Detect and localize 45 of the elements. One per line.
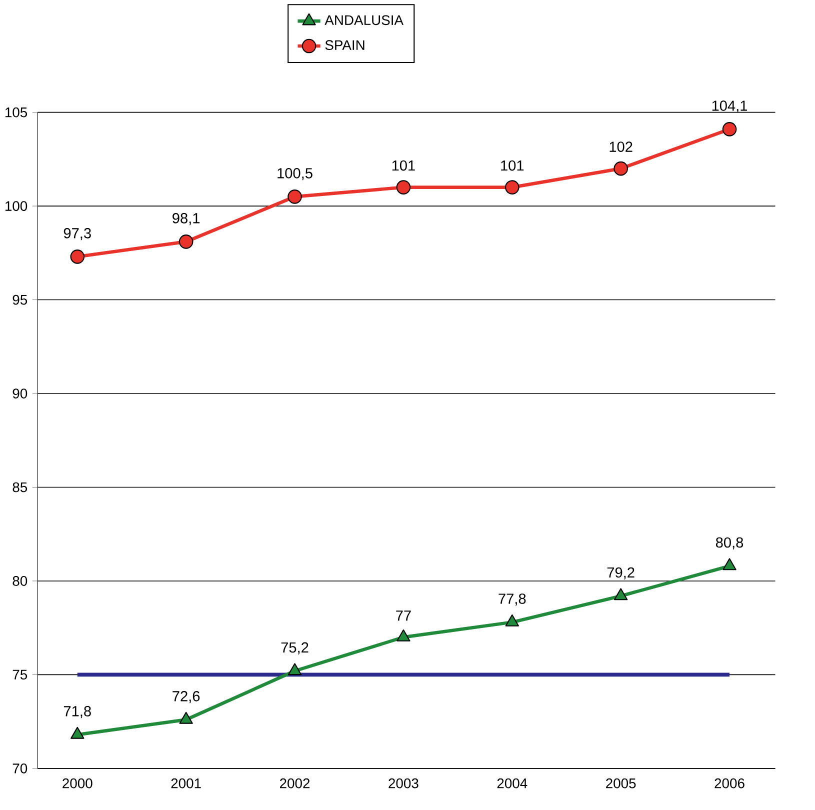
- x-tick-label: 2001: [171, 778, 201, 788]
- point: [614, 588, 628, 600]
- x-tick-label: 2004: [497, 778, 528, 788]
- point: [288, 663, 302, 676]
- data-label: 79,2: [607, 567, 634, 580]
- data-label: 77,8: [498, 593, 526, 606]
- data-label: 80,8: [716, 537, 744, 550]
- y-tick-label: 95: [12, 294, 28, 305]
- data-label: 97,3: [64, 228, 91, 240]
- data-label: 75,2: [281, 642, 308, 654]
- y-tick-label: 90: [12, 388, 28, 398]
- legend-label: ANDALUSIA: [324, 15, 404, 25]
- point: [70, 249, 85, 264]
- point: [504, 180, 520, 194]
- data-label: 101: [501, 160, 524, 171]
- point: [396, 629, 410, 642]
- data-label: 71,8: [64, 706, 91, 718]
- y-tick-label: 70: [12, 763, 28, 774]
- y-tick-label: 100: [5, 201, 28, 211]
- data-label: 72,6: [172, 690, 200, 703]
- data-label: 101: [392, 160, 415, 171]
- y-tick-label: 85: [12, 482, 28, 492]
- x-tick-label: 2003: [388, 778, 418, 788]
- data-label: 77: [396, 610, 411, 621]
- y-tick-label: 105: [5, 107, 28, 118]
- point: [722, 558, 736, 570]
- y-tick-label: 75: [12, 670, 28, 680]
- point: [70, 726, 84, 739]
- x-tick-label: 2002: [280, 778, 310, 788]
- point: [505, 614, 519, 626]
- x-tick-label: 2000: [62, 778, 92, 788]
- point: [288, 189, 302, 204]
- point: [722, 122, 737, 136]
- data-label: 100,5: [278, 168, 312, 180]
- legend-label: SPAIN: [325, 40, 364, 50]
- data-label: 104,1: [712, 100, 748, 113]
- point: [396, 180, 411, 194]
- data-label: 102: [610, 142, 632, 152]
- x-tick-label: 2005: [606, 778, 636, 788]
- y-tick-label: 80: [12, 576, 28, 586]
- x-tick-label: 2006: [714, 778, 744, 788]
- data-label: 98,1: [172, 212, 200, 225]
- point: [614, 161, 628, 176]
- point: [179, 712, 193, 724]
- point: [178, 234, 194, 249]
